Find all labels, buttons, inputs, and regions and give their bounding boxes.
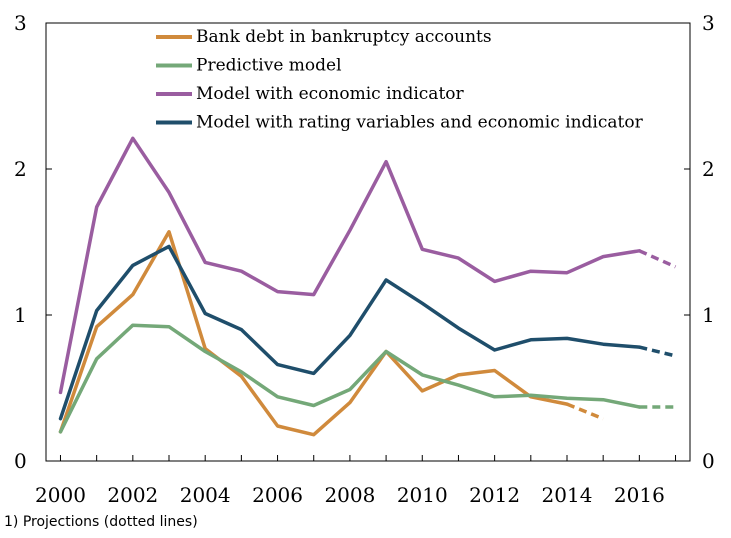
x-tick-label: 2008 (324, 483, 375, 507)
legend: Bank debt in bankruptcy accounts Predicti… (156, 27, 644, 133)
footnote: 1) Projections (dotted lines) (4, 514, 198, 530)
legend-label: Model with economic indicator (196, 84, 465, 104)
series-4 (58, 244, 676, 421)
x-tick-label: 2002 (107, 483, 158, 507)
series-2 (58, 323, 676, 434)
series-line-actual (58, 323, 642, 434)
x-tick-label: 2000 (35, 483, 86, 507)
series-3 (58, 136, 677, 395)
x-tick-label: 2010 (397, 483, 448, 507)
plot-frame (45, 22, 691, 462)
x-tick-label: 2006 (252, 483, 303, 507)
y-tick-label-left: 1 (14, 303, 27, 327)
x-tick-label: 2016 (614, 483, 665, 507)
legend-label: Bank debt in bankruptcy accounts (196, 27, 492, 47)
line-chart: 0 0 1 1 2 2 3 3 2000 2002 2004 2006 2008 2010 2012 2014… (14, 11, 715, 507)
y-tick-label-right: 2 (702, 157, 715, 181)
series-line-actual (58, 136, 642, 395)
y-tick-label-right: 0 (702, 449, 715, 473)
y-tick-label-left: 2 (14, 157, 27, 181)
y-tick-label-left: 3 (14, 11, 27, 35)
y-tick-label-right: 3 (702, 11, 715, 35)
series-line-projection (638, 249, 677, 269)
series-line-projection (638, 345, 676, 358)
x-tick-label: 2004 (180, 483, 231, 507)
legend-label: Predictive model (196, 56, 342, 76)
series-line-projection (566, 402, 604, 421)
series-layer (58, 136, 677, 437)
axes: 0 0 1 1 2 2 3 3 2000 2002 2004 2006 2008 2010 2012 2014… (14, 11, 715, 507)
series-1 (58, 230, 604, 437)
series-line-actual (58, 244, 642, 421)
x-tick-label: 2012 (469, 483, 520, 507)
y-tick-label-left: 0 (14, 449, 27, 473)
x-tick-label: 2014 (542, 483, 593, 507)
series-line-actual (58, 230, 569, 437)
legend-label: Model with rating variables and economic… (196, 113, 644, 133)
y-tick-label-right: 1 (702, 303, 715, 327)
